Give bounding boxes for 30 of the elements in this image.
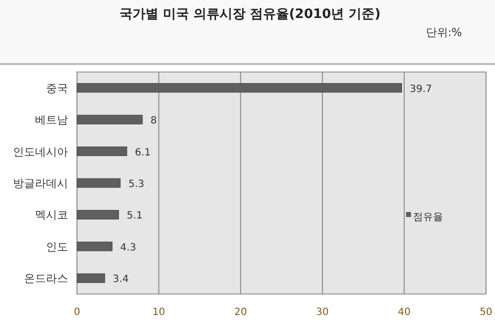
x-tick-label: 40 [398, 307, 411, 318]
data-label: 6.1 [134, 147, 151, 158]
data-label: 5.1 [126, 210, 143, 222]
bar [76, 210, 119, 220]
x-tick-label: 20 [234, 307, 247, 318]
data-label: 5.3 [128, 179, 144, 190]
x-tick-label: 10 [152, 307, 166, 318]
y-tick-label: 온드라스 [24, 272, 68, 286]
text: 단위:% [426, 26, 462, 39]
y-tick-label: 인도 [46, 240, 68, 254]
bar [76, 273, 106, 283]
data-label: 39.7 [410, 84, 432, 95]
bar [76, 114, 143, 124]
y-tick-label: 베트남 [35, 114, 68, 127]
y-tick-label: 인도네시아 [13, 145, 68, 158]
x-tick-label: 50 [480, 307, 492, 318]
y-tick-label: 방글라데시 [13, 177, 68, 190]
x-tick-label: 0 [74, 307, 80, 318]
bar [76, 146, 128, 156]
y-tick-label: 멕시코 [35, 208, 68, 222]
bar [76, 178, 121, 188]
chart-title: 국가별 미국 의류시장 점유율(2010년 기준) [119, 7, 381, 22]
legend-label: 점유율 [413, 212, 443, 223]
x-tick-label: 30 [316, 307, 329, 318]
data-label: 8 [150, 116, 157, 127]
bar [76, 83, 402, 93]
bar [76, 242, 112, 252]
data-label: 4.3 [120, 242, 136, 254]
data-label: 3.4 [112, 274, 129, 286]
y-tick-label: 중국 [46, 82, 68, 95]
